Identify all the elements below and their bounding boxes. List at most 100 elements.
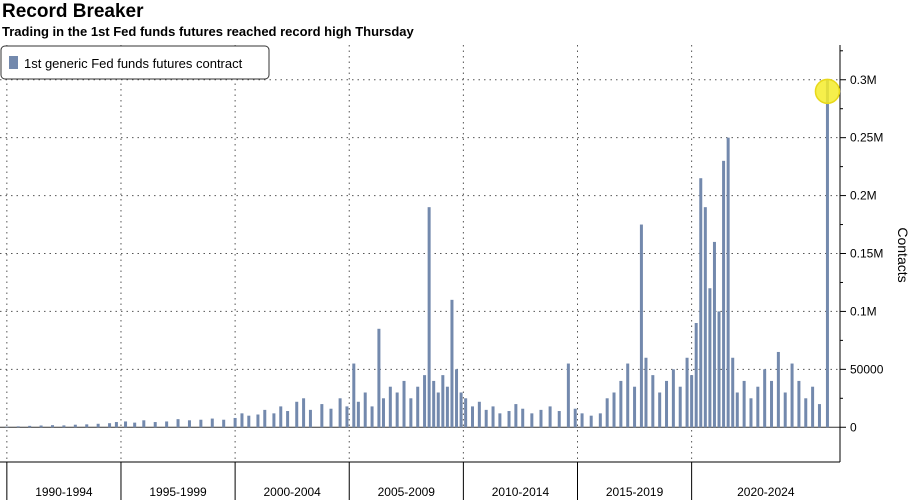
- data-bar: [256, 414, 260, 428]
- data-bar: [329, 408, 333, 428]
- data-bar: [240, 413, 244, 428]
- data-bar: [345, 406, 349, 428]
- data-bar: [247, 415, 251, 428]
- data-bar: [423, 375, 427, 428]
- data-bar: [756, 386, 760, 428]
- data-bar: [694, 323, 698, 428]
- y-tick-label: 0: [850, 420, 857, 434]
- data-bar: [96, 423, 100, 428]
- data-bar: [722, 160, 726, 428]
- data-bar: [295, 401, 299, 428]
- data-bar: [817, 404, 821, 428]
- legend-label: 1st generic Fed funds futures contract: [24, 56, 243, 71]
- data-bar: [699, 178, 703, 428]
- axis-layer: 0 50000 0.1M 0.15M 0.2M 0.25M 0.3M: [839, 45, 884, 462]
- data-bar: [530, 413, 534, 428]
- chart-subtitle: Trading in the 1st Fed funds futures rea…: [2, 24, 414, 39]
- data-bar: [455, 369, 459, 428]
- data-bar: [825, 79, 829, 428]
- data-bar: [708, 288, 712, 428]
- data-bar: [142, 420, 146, 428]
- data-bar: [484, 409, 488, 428]
- x-tick-label: 2020-2024: [737, 485, 795, 499]
- data-bar: [308, 409, 312, 428]
- data-bar: [573, 408, 577, 428]
- data-bar: [539, 409, 543, 428]
- y-tick-label: 0.25M: [850, 131, 883, 145]
- data-bar: [557, 411, 561, 428]
- bars-layer: [5, 79, 829, 428]
- data-bar: [665, 380, 669, 428]
- data-bar: [548, 406, 552, 428]
- y-tick-label: 50000: [850, 362, 884, 376]
- data-bar: [302, 398, 306, 428]
- data-bar: [199, 419, 203, 428]
- data-bar: [507, 411, 511, 428]
- data-bar: [272, 413, 276, 428]
- data-bar: [797, 380, 801, 428]
- data-bar: [644, 357, 648, 428]
- data-bar: [717, 311, 721, 428]
- legend-swatch: [9, 56, 18, 69]
- data-bar: [633, 386, 637, 428]
- data-bar: [521, 408, 525, 428]
- data-bar: [598, 413, 602, 428]
- data-bar: [589, 415, 593, 428]
- data-bar: [749, 398, 753, 428]
- data-bar: [427, 207, 431, 428]
- data-bar: [651, 375, 655, 428]
- data-bar: [153, 422, 157, 428]
- x-tick-label: 1995-1999: [149, 485, 207, 499]
- y-tick-label: 0.15M: [850, 247, 883, 261]
- data-bar: [51, 425, 54, 428]
- data-bar: [133, 422, 137, 428]
- data-bar: [210, 418, 214, 428]
- data-bar: [62, 425, 66, 428]
- y-tick-label: 0.1M: [850, 304, 877, 318]
- data-bar: [352, 363, 356, 428]
- data-bar: [464, 398, 468, 428]
- data-bar: [416, 386, 420, 428]
- data-bar: [770, 380, 774, 428]
- legend-box: [0, 45, 270, 80]
- data-bar: [176, 419, 180, 428]
- data-bar: [612, 392, 616, 428]
- data-bar: [16, 426, 20, 428]
- data-bar: [363, 392, 367, 428]
- data-bar: [658, 392, 662, 428]
- data-bar: [279, 406, 283, 428]
- data-bar: [73, 424, 77, 428]
- data-bar: [286, 411, 290, 428]
- data-bar: [731, 357, 735, 428]
- data-bar: [263, 409, 267, 428]
- data-bar: [233, 417, 237, 428]
- data-bar: [776, 351, 780, 428]
- data-bar: [619, 380, 623, 428]
- chart-title: Record Breaker: [2, 1, 144, 22]
- data-bar: [459, 392, 463, 428]
- x-axis-layer: 1990-1994 1995-1999 2000-2004 2005-2009 2010…: [0, 461, 840, 500]
- data-bar: [639, 224, 643, 428]
- data-bar: [498, 413, 502, 428]
- data-bar: [187, 420, 191, 428]
- data-bar: [388, 386, 392, 428]
- data-bar: [395, 392, 399, 428]
- data-bar: [763, 369, 767, 428]
- data-bar: [39, 425, 43, 428]
- data-bar: [28, 425, 32, 428]
- data-bar: [804, 398, 808, 428]
- data-bar: [450, 299, 454, 428]
- data-bar: [356, 401, 360, 428]
- data-bar: [320, 404, 324, 428]
- data-bar: [626, 363, 630, 428]
- x-tick-label: 2000-2004: [263, 485, 321, 499]
- data-bar: [742, 380, 746, 428]
- data-bar: [790, 363, 794, 428]
- data-bar: [445, 386, 449, 428]
- y-tick-label: 0.3M: [850, 73, 877, 87]
- data-bar: [441, 375, 445, 428]
- data-bar: [370, 406, 374, 428]
- data-bar: [690, 375, 694, 428]
- x-tick-label: 2015-2019: [606, 485, 664, 499]
